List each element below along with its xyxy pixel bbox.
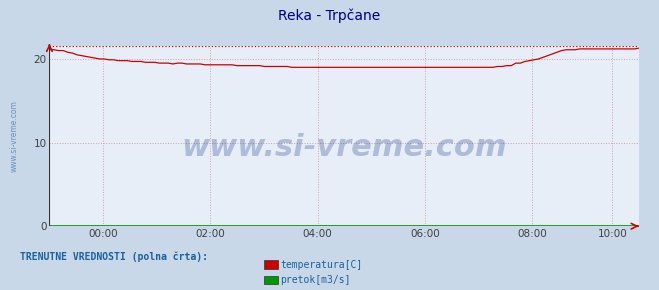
Text: TRENUTNE VREDNOSTI (polna črta):: TRENUTNE VREDNOSTI (polna črta): [20, 251, 208, 262]
Text: www.si-vreme.com: www.si-vreme.com [181, 133, 507, 162]
Text: www.si-vreme.com: www.si-vreme.com [9, 100, 18, 172]
Text: pretok[m3/s]: pretok[m3/s] [280, 275, 351, 285]
Text: Reka - Trpčane: Reka - Trpčane [278, 9, 381, 23]
Text: temperatura[C]: temperatura[C] [280, 260, 362, 270]
